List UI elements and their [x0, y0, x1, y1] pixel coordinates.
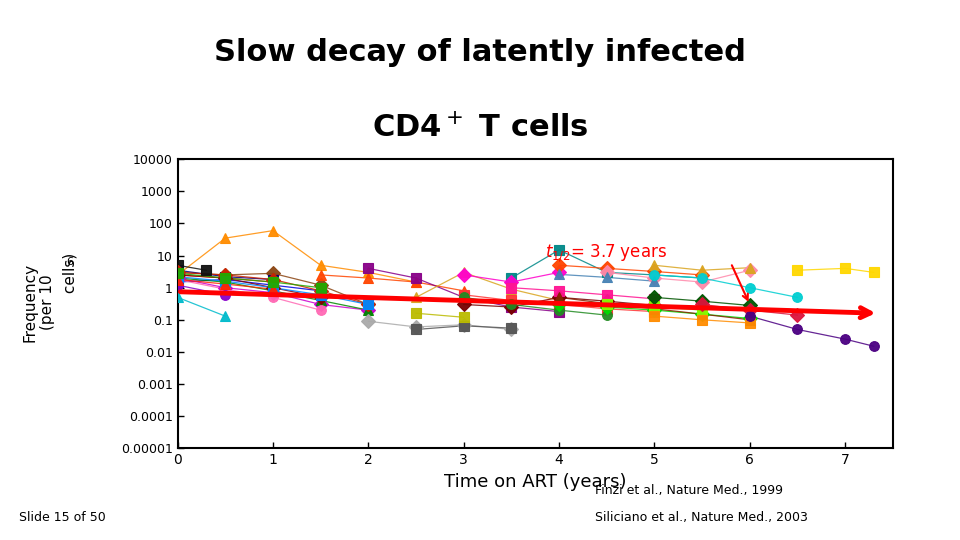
Text: Slide 15 of 50: Slide 15 of 50	[19, 511, 106, 524]
X-axis label: Time on ART (years): Time on ART (years)	[444, 472, 627, 491]
Text: Siliciano et al., Nature Med., 2003: Siliciano et al., Nature Med., 2003	[595, 511, 808, 524]
Text: cells): cells)	[62, 253, 78, 298]
Text: Finzi et al., Nature Med., 1999: Finzi et al., Nature Med., 1999	[595, 484, 783, 497]
Text: Slow decay of latently infected: Slow decay of latently infected	[214, 38, 746, 67]
Text: 6: 6	[66, 257, 74, 267]
Text: Frequency
(per 10: Frequency (per 10	[22, 263, 55, 342]
Text: $t_{1/2}$= 3.7 years: $t_{1/2}$= 3.7 years	[544, 243, 666, 265]
Text: CD4$^+$ T cells: CD4$^+$ T cells	[372, 113, 588, 143]
